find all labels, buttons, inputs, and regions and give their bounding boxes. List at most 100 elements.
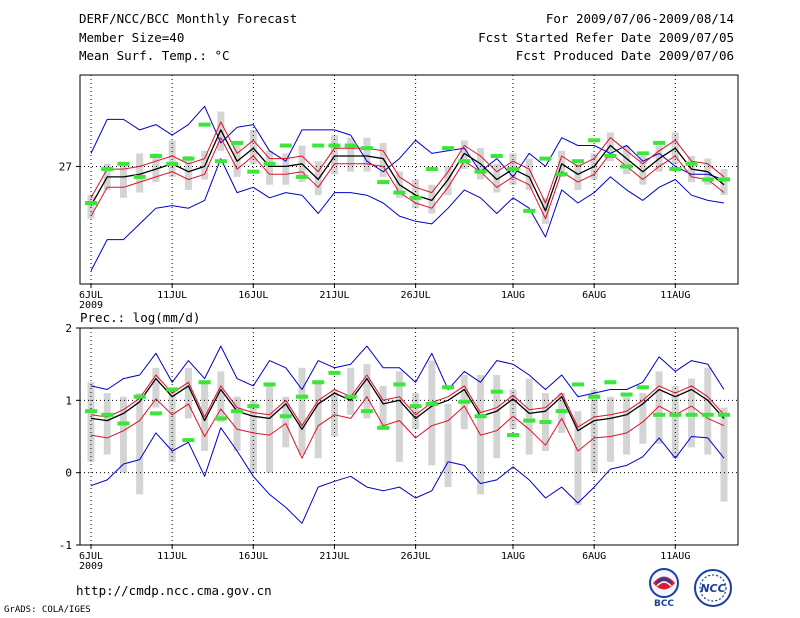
member-range-bar bbox=[87, 195, 95, 219]
observed-marker bbox=[198, 380, 211, 385]
observed-marker bbox=[296, 394, 308, 399]
member-range-bar bbox=[704, 367, 712, 455]
member-range-bar bbox=[347, 367, 355, 415]
observed-marker bbox=[409, 195, 422, 200]
grads-credit: GrADS: COLA/IGES bbox=[4, 605, 91, 615]
ensemble-max-line bbox=[90, 345, 725, 398]
y-tick-label: 0 bbox=[65, 467, 72, 480]
start-date: Fcst Started Refer Date 2009/07/05 bbox=[478, 30, 734, 45]
observed-marker bbox=[328, 143, 341, 148]
x-tick-label: 11AUG bbox=[660, 290, 690, 301]
observed-marker bbox=[133, 174, 146, 179]
observed-marker bbox=[539, 156, 552, 161]
observed-marker bbox=[653, 140, 666, 145]
observed-marker bbox=[377, 425, 390, 430]
member-range-bar bbox=[249, 129, 257, 164]
member-range-bar bbox=[266, 150, 274, 185]
observed-marker bbox=[653, 412, 666, 417]
y-tick-label: -1 bbox=[59, 539, 72, 552]
member-range-bar bbox=[639, 155, 647, 185]
member-range-bar bbox=[314, 161, 322, 196]
observed-marker bbox=[312, 143, 325, 148]
observed-marker bbox=[85, 409, 97, 414]
observed-marker bbox=[539, 420, 552, 425]
observed-marker bbox=[636, 151, 649, 156]
member-range-bar bbox=[623, 396, 631, 455]
member-range-bar bbox=[720, 169, 728, 196]
observed-marker bbox=[620, 392, 633, 397]
member-range-bar bbox=[87, 382, 95, 462]
observed-marker bbox=[312, 380, 325, 385]
member-range-bar bbox=[314, 382, 322, 459]
plot-frame-2 bbox=[79, 327, 739, 546]
observed-marker bbox=[85, 201, 97, 206]
member-range-bar bbox=[623, 145, 631, 175]
member-range-bar bbox=[168, 389, 176, 462]
observed-marker bbox=[377, 180, 390, 185]
plot-frame-1 bbox=[79, 74, 739, 285]
source-url[interactable]: http://cmdp.ncc.cma.gov.cn bbox=[76, 583, 272, 598]
observed-marker bbox=[198, 122, 211, 127]
observed-marker bbox=[214, 159, 227, 164]
observed-marker bbox=[263, 382, 276, 387]
x-year-label: 2009 bbox=[79, 561, 103, 572]
member-range-bar bbox=[152, 367, 160, 408]
observed-marker bbox=[231, 140, 244, 145]
observed-marker bbox=[166, 387, 179, 392]
x-tick-label: 6AUG bbox=[582, 290, 606, 301]
observed-marker bbox=[669, 167, 682, 172]
spread-lower-line bbox=[90, 396, 725, 459]
member-range-bar bbox=[119, 396, 127, 473]
member-range-bar bbox=[217, 371, 225, 423]
member-range-bar bbox=[119, 163, 127, 198]
precip-title: Prec.: log(mm/d) bbox=[80, 310, 200, 325]
member-range-bar bbox=[606, 132, 614, 162]
member-range-bar bbox=[168, 140, 176, 177]
observed-marker bbox=[425, 167, 438, 172]
observed-marker bbox=[101, 412, 114, 417]
y-tick-label: 1 bbox=[65, 394, 72, 407]
observed-marker bbox=[117, 161, 130, 166]
observed-marker bbox=[344, 143, 357, 148]
observed-marker bbox=[636, 385, 649, 390]
ncc-logo: NCC bbox=[694, 569, 732, 607]
member-range-bar bbox=[363, 364, 371, 419]
x-tick-label: 1AUG bbox=[501, 551, 525, 562]
chart-title: DERF/NCC/BCC Monthly Forecast bbox=[79, 11, 298, 26]
member-range-bar bbox=[428, 184, 436, 214]
member-range-bar bbox=[460, 140, 468, 170]
observed-marker bbox=[604, 153, 617, 158]
ncc-logo-text: NCC bbox=[700, 582, 725, 595]
member-range-bar bbox=[606, 396, 614, 462]
observed-marker bbox=[701, 177, 714, 182]
member-range-bar bbox=[574, 163, 582, 190]
observed-marker bbox=[214, 416, 227, 421]
member-range-bar bbox=[444, 403, 452, 488]
observed-marker bbox=[393, 190, 406, 195]
member-range-bar bbox=[282, 396, 290, 448]
observed-marker bbox=[360, 146, 373, 151]
x-tick-label: 1AUG bbox=[501, 290, 525, 301]
observed-marker bbox=[685, 412, 698, 417]
member-range-bar bbox=[493, 163, 501, 193]
member-range-bar bbox=[525, 158, 533, 190]
observed-marker bbox=[620, 164, 633, 169]
observed-marker bbox=[149, 411, 162, 416]
member-range-bar bbox=[493, 375, 501, 459]
x-tick-label: 26JUL bbox=[401, 551, 431, 562]
x-tick-label: 21JUL bbox=[319, 290, 349, 301]
bcc-logo-text: BCC bbox=[654, 599, 674, 608]
member-range-bar bbox=[298, 367, 306, 455]
observed-marker bbox=[393, 382, 406, 387]
observed-marker bbox=[247, 404, 260, 409]
observed-marker bbox=[360, 409, 373, 414]
member-range-bar bbox=[509, 389, 517, 430]
observed-marker bbox=[555, 409, 568, 414]
observed-marker bbox=[442, 385, 455, 390]
observed-marker bbox=[458, 159, 471, 164]
observed-marker bbox=[458, 399, 471, 404]
x-tick-label: 11JUL bbox=[157, 551, 187, 562]
observed-marker bbox=[279, 414, 292, 419]
observed-marker bbox=[182, 438, 195, 443]
observed-marker bbox=[490, 389, 503, 394]
